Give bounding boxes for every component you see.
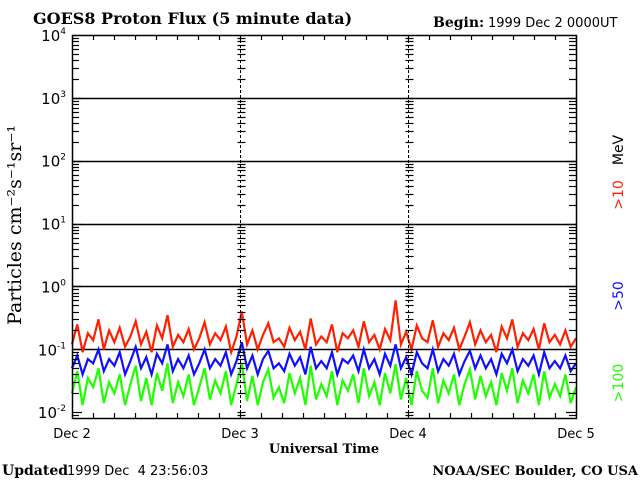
y-tick-base: 10 [38,341,57,359]
y-tick-base: 10 [41,216,60,234]
grid [72,97,576,351]
legend-unit: MeV [611,134,627,165]
y-tick-label: 103 [41,90,66,108]
y-tick-base: 10 [38,404,57,422]
y-tick-label: 10-2 [38,404,66,422]
credit: NOAA/SEC Boulder, CO USA [432,464,639,479]
y-tick-label: 101 [41,216,66,234]
y-tick-exp: 4 [60,27,66,37]
x-axis-label: Universal Time [269,442,379,457]
legend-label-0: >10 [611,180,627,210]
x-tick-label: Dec 4 [389,427,427,442]
y-tick-exp: 0 [60,278,66,288]
y-tick-label: 10-1 [38,341,66,359]
legend: >10 >50 >100 MeV [611,134,627,402]
x-tick-label: Dec 3 [221,427,259,442]
y-tick-exp: 2 [60,153,66,163]
x-tick-label: Dec 2 [53,427,91,442]
x-tick-label: Dec 5 [557,427,595,442]
series-group [70,300,578,406]
legend-label-1: >50 [611,281,627,311]
axes [71,34,578,420]
y-tick-label: 104 [41,27,66,45]
updated-value: 1999 Dec 4 23:56:03 [67,464,208,479]
y-tick-base: 10 [41,278,60,296]
begin-value: 1999 Dec 2 0000UT [488,16,618,31]
y-tick-base: 10 [41,90,60,108]
y-tick-exp: -1 [57,341,66,351]
y-tick-exp: 3 [60,90,66,100]
legend-label-2: >100 [611,364,627,402]
y-tick-base: 10 [41,153,60,171]
y-tick-base: 10 [41,27,60,45]
y-tick-exp: -2 [57,404,66,414]
y-tick-label: 102 [41,153,66,171]
y-tick-label: 100 [41,278,66,296]
chart-title: GOES8 Proton Flux (5 minute data) [33,9,352,28]
series-line-2 [70,363,578,406]
y-axis-label: Particles cm⁻²s⁻¹sr⁻¹ [4,125,26,325]
series-line-1 [70,341,577,379]
begin-label: Begin: [433,15,484,31]
series-line-0 [70,300,577,357]
updated-label: Updated [2,463,68,479]
y-tick-exp: 1 [60,216,66,226]
x-tick-labels: Dec 2 Dec 3 Dec 4 Dec 5 [53,427,595,442]
